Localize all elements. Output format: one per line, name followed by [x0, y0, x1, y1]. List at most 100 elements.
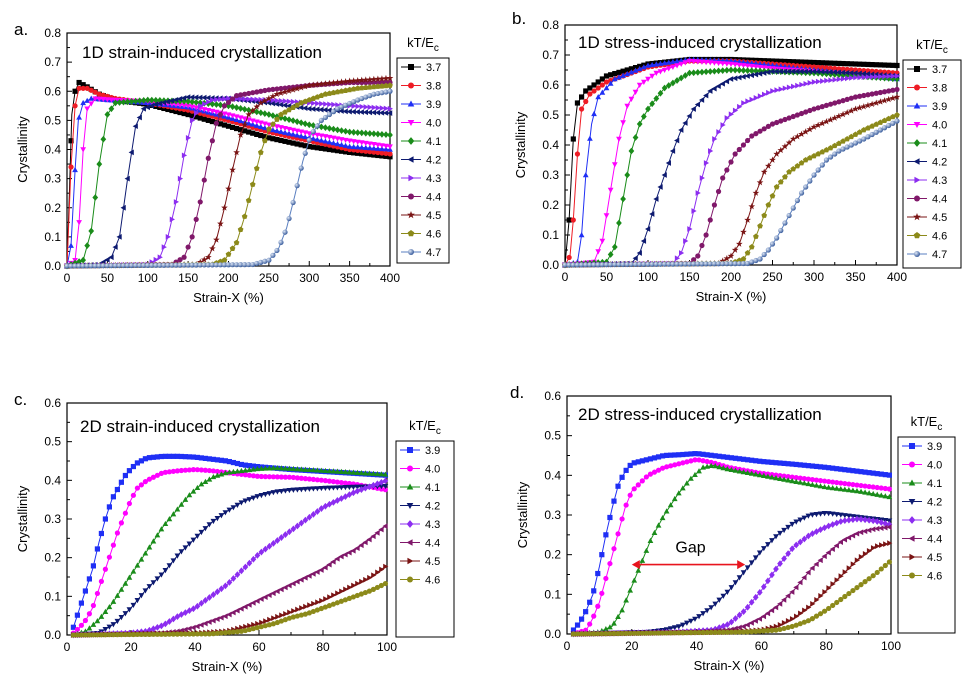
data-point — [806, 604, 812, 611]
data-point — [695, 253, 701, 259]
data-point — [628, 69, 635, 75]
x-tick-label: 0 — [562, 270, 569, 284]
data-point — [836, 76, 842, 83]
data-point — [166, 631, 172, 637]
data-point — [798, 190, 805, 196]
y-tick-label: 0.2 — [544, 548, 561, 562]
data-point — [294, 522, 301, 530]
data-point — [834, 466, 840, 472]
data-point — [346, 128, 353, 136]
data-point — [322, 564, 328, 571]
x-tick-label: 350 — [845, 270, 865, 284]
panel-label: d. — [510, 383, 524, 402]
data-point — [354, 484, 361, 490]
data-point — [322, 502, 329, 510]
data-point — [238, 500, 245, 506]
data-point — [375, 90, 381, 97]
data-point — [700, 629, 706, 636]
data-point — [636, 82, 643, 88]
data-point — [744, 565, 751, 571]
data-point — [319, 597, 325, 604]
data-point — [322, 134, 329, 140]
data-point — [765, 123, 771, 129]
data-point — [728, 159, 734, 165]
data-point — [821, 608, 828, 614]
data-point — [856, 104, 863, 111]
data-point — [185, 244, 191, 250]
data-point — [322, 107, 328, 113]
data-point — [840, 75, 847, 82]
data-point — [805, 618, 811, 624]
data-point — [298, 142, 304, 148]
data-point — [732, 75, 738, 82]
data-point — [830, 602, 836, 609]
data-point — [678, 127, 684, 133]
data-point — [599, 82, 605, 88]
data-point — [114, 618, 121, 625]
data-point — [366, 130, 373, 137]
data-point — [703, 232, 709, 238]
data-point — [603, 73, 610, 79]
data-point — [221, 262, 228, 268]
data-point — [728, 66, 734, 74]
x-tick-label: 200 — [721, 270, 741, 284]
data-point — [789, 623, 795, 630]
data-point — [607, 560, 613, 567]
data-point — [354, 85, 361, 91]
data-point — [866, 516, 872, 524]
data-point — [846, 481, 852, 487]
data-point — [310, 122, 317, 129]
data-point — [856, 70, 862, 77]
data-point — [205, 117, 211, 123]
data-point — [752, 471, 759, 477]
data-point — [250, 96, 256, 103]
data-point — [793, 478, 800, 484]
gap-label: Gap — [675, 540, 705, 557]
data-point — [838, 480, 844, 486]
data-point — [671, 625, 678, 631]
data-point — [878, 566, 884, 572]
legend: 3.73.83.94.04.14.24.34.44.54.64.7 — [396, 57, 450, 264]
data-point — [765, 247, 771, 253]
data-point — [342, 127, 349, 135]
data-point — [769, 627, 775, 633]
data-point — [791, 83, 797, 90]
data-point — [334, 106, 341, 112]
data-point — [190, 467, 196, 473]
data-point — [302, 574, 308, 581]
legend-marker — [406, 539, 413, 546]
data-point — [217, 121, 224, 127]
data-point — [383, 131, 389, 139]
data-point — [170, 558, 177, 564]
data-point — [354, 139, 361, 145]
data-point — [98, 530, 104, 537]
data-point — [286, 582, 292, 589]
data-point — [194, 631, 200, 637]
data-point — [330, 468, 337, 474]
data-point — [582, 172, 589, 178]
data-point — [615, 483, 621, 489]
data-point — [668, 630, 674, 636]
data-point — [287, 609, 293, 616]
data-point — [178, 549, 185, 555]
data-point — [355, 580, 361, 587]
data-point — [765, 577, 771, 585]
data-point — [234, 468, 241, 474]
data-point — [114, 530, 120, 536]
data-point — [218, 614, 224, 621]
data-point — [749, 133, 755, 139]
data-point — [761, 70, 767, 76]
data-point — [748, 64, 755, 70]
data-point — [266, 622, 272, 628]
data-point — [294, 141, 300, 147]
data-point — [342, 108, 348, 115]
data-point — [865, 61, 871, 68]
data-point — [330, 498, 337, 506]
data-point — [727, 252, 735, 259]
data-point — [306, 572, 312, 579]
legend-marker — [913, 158, 920, 165]
data-point — [587, 631, 593, 637]
data-point — [723, 61, 730, 67]
data-point — [375, 142, 381, 148]
data-point — [761, 251, 767, 258]
